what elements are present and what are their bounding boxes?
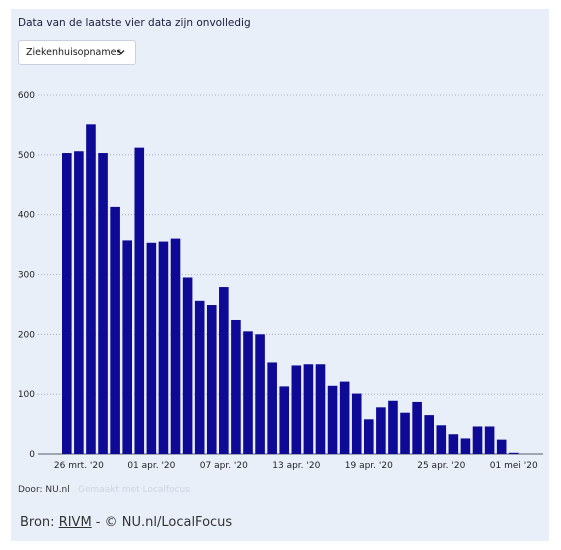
- bar[interactable]: [74, 151, 84, 454]
- bar[interactable]: [484, 426, 495, 454]
- x-tick-label: 07 apr. '20: [200, 461, 248, 471]
- bar[interactable]: [194, 300, 205, 454]
- bar[interactable]: [158, 241, 169, 454]
- metric-dropdown[interactable]: Ziekenhuisopnames: [18, 40, 136, 65]
- bar[interactable]: [412, 401, 422, 454]
- y-tick-label: 500: [18, 151, 35, 161]
- bar[interactable]: [206, 305, 217, 454]
- bar[interactable]: [182, 277, 193, 454]
- author-credit: Door: NU.nl: [18, 485, 70, 495]
- y-tick-label: 200: [18, 330, 35, 340]
- source-prefix: Bron:: [20, 515, 59, 530]
- bar[interactable]: [339, 381, 350, 454]
- bar[interactable]: [400, 412, 410, 454]
- bar[interactable]: [376, 407, 386, 454]
- x-tick-label: 19 apr. '20: [345, 461, 393, 471]
- bar[interactable]: [364, 419, 374, 454]
- chart-card: Data van de laatste vier data zijn onvol…: [11, 9, 549, 541]
- x-tick-label: 13 apr. '20: [272, 461, 320, 471]
- x-tick-label: 25 apr. '20: [417, 461, 465, 471]
- bar[interactable]: [472, 426, 483, 454]
- x-tick-label: 01 mei '20: [490, 461, 538, 471]
- bars: [62, 124, 519, 454]
- incomplete-data-notice: Data van de laatste vier data zijn onvol…: [18, 17, 251, 29]
- bar[interactable]: [351, 393, 362, 454]
- x-axis: 26 mrt. '20 01 apr. '20 07 apr. '20 13 apr.…: [54, 461, 538, 471]
- bar[interactable]: [315, 364, 326, 454]
- bar[interactable]: [134, 147, 145, 454]
- y-axis: 0 100 200 300 400 500 600: [18, 91, 35, 460]
- x-tick-label: 01 apr. '20: [127, 461, 175, 471]
- y-tick-label: 400: [18, 211, 35, 221]
- bar[interactable]: [98, 153, 108, 454]
- bar[interactable]: [424, 415, 434, 454]
- made-with-link[interactable]: Gemaakt met Localfocus: [78, 485, 190, 495]
- bar[interactable]: [122, 240, 132, 454]
- bar[interactable]: [508, 452, 519, 454]
- bar[interactable]: [496, 439, 507, 454]
- bar[interactable]: [243, 331, 253, 454]
- bar[interactable]: [62, 153, 72, 454]
- bar[interactable]: [327, 385, 338, 454]
- y-tick-label: 0: [29, 450, 35, 460]
- bar[interactable]: [291, 365, 302, 454]
- bar[interactable]: [231, 319, 241, 454]
- bar[interactable]: [170, 238, 181, 454]
- y-tick-label: 600: [18, 91, 35, 101]
- y-tick-label: 100: [18, 390, 35, 400]
- bar[interactable]: [279, 386, 290, 454]
- source-suffix: - © NU.nl/LocalFocus: [91, 515, 233, 530]
- bar[interactable]: [86, 124, 96, 454]
- bar[interactable]: [388, 400, 398, 454]
- metric-dropdown-label: Ziekenhuisopnames: [26, 47, 122, 58]
- bar-chart: 0 100 200 300 400 500 600 26 mrt. '20 01 apr. '…: [18, 91, 543, 471]
- chevron-down-icon: [117, 50, 125, 55]
- source-line: Bron: RIVM - © NU.nl/LocalFocus: [20, 515, 232, 530]
- grid-layer: [38, 94, 543, 455]
- x-tick-label: 26 mrt. '20: [54, 461, 104, 471]
- y-tick-label: 300: [18, 271, 35, 281]
- bar[interactable]: [448, 434, 459, 454]
- bar[interactable]: [460, 438, 471, 454]
- bar[interactable]: [255, 334, 265, 454]
- bar[interactable]: [146, 242, 157, 454]
- bar[interactable]: [110, 206, 120, 454]
- source-link-rivm[interactable]: RIVM: [58, 515, 92, 530]
- bar[interactable]: [436, 425, 447, 454]
- bar[interactable]: [219, 287, 229, 454]
- bar[interactable]: [303, 364, 314, 454]
- bar[interactable]: [267, 362, 277, 454]
